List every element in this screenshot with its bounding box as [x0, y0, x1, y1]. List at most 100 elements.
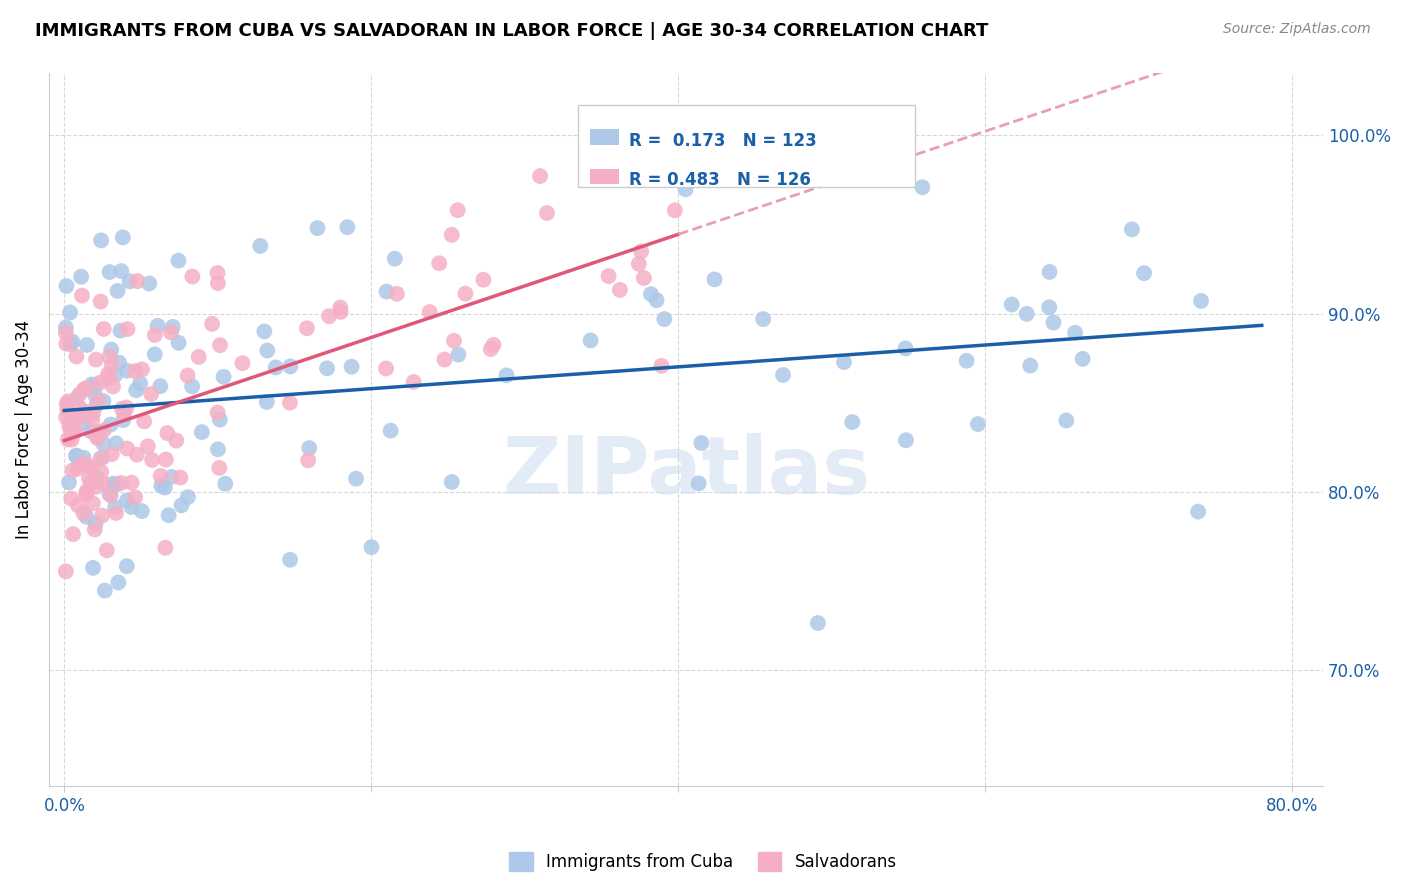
Point [143, 328, 166, 343]
Point [181, 269, 204, 284]
Point [100, 343, 122, 357]
Point [1187, 505, 1209, 519]
Point [633, 271, 655, 285]
Point [58, 419, 80, 434]
Point [336, 220, 359, 235]
Point [360, 540, 382, 554]
Point [60, 425, 83, 439]
Point [440, 227, 463, 242]
Point [214, 476, 236, 491]
Point [138, 277, 160, 291]
Point [110, 324, 132, 338]
Point [380, 424, 402, 438]
Point [433, 352, 456, 367]
Point [55, 410, 77, 425]
Point [58, 416, 80, 430]
Point [650, 359, 672, 373]
Point [98, 350, 121, 364]
Point [124, 364, 146, 378]
Point [101, 476, 124, 491]
Point [598, 268, 620, 283]
Point [482, 338, 505, 352]
Point [911, 180, 934, 194]
Point [495, 368, 517, 383]
Point [82, 496, 104, 510]
Point [104, 368, 127, 382]
Point [297, 453, 319, 467]
Point [134, 414, 156, 428]
Point [149, 469, 172, 483]
Point [207, 266, 229, 280]
Point [76, 484, 98, 499]
Point [87, 431, 110, 445]
Point [329, 305, 352, 319]
Point [70, 288, 93, 302]
Point [752, 312, 775, 326]
Point [82, 413, 104, 427]
Point [127, 274, 149, 288]
Point [76, 485, 98, 500]
Point [1133, 266, 1156, 280]
Point [84, 389, 107, 403]
Point [264, 360, 287, 375]
Point [90, 294, 112, 309]
Point [447, 347, 470, 361]
Point [93, 322, 115, 336]
Point [177, 490, 200, 504]
Point [167, 335, 190, 350]
Point [191, 425, 214, 439]
Point [75, 487, 97, 501]
Point [55, 279, 77, 293]
Point [62, 527, 84, 541]
Point [65, 350, 87, 364]
Point [110, 475, 132, 490]
Point [105, 436, 128, 450]
Point [278, 552, 301, 566]
Point [129, 376, 152, 391]
Point [105, 506, 128, 520]
Point [141, 387, 163, 401]
Point [688, 476, 710, 491]
Point [143, 347, 166, 361]
Point [298, 441, 321, 455]
Point [77, 471, 100, 485]
Point [529, 169, 551, 183]
Point [60, 491, 83, 506]
Point [72, 507, 94, 521]
Point [76, 405, 98, 419]
Point [97, 371, 120, 385]
Point [62, 334, 84, 349]
Point [80, 424, 103, 438]
Point [96, 543, 118, 558]
Point [1042, 316, 1064, 330]
Point [73, 450, 96, 465]
Point [84, 352, 107, 367]
Point [100, 488, 122, 502]
Point [84, 516, 107, 531]
Point [1038, 301, 1060, 315]
Point [207, 442, 229, 457]
Point [115, 493, 138, 508]
Point [630, 244, 652, 259]
Point [111, 230, 134, 244]
Point [82, 406, 104, 420]
Point [76, 338, 98, 352]
Point [201, 317, 224, 331]
Point [772, 368, 794, 382]
Point [58, 475, 80, 490]
Point [55, 336, 77, 351]
Point [110, 264, 132, 278]
Point [67, 410, 90, 425]
Point [65, 449, 87, 463]
Point [90, 234, 112, 248]
Point [69, 401, 91, 415]
Point [56, 397, 79, 411]
Point [703, 272, 725, 286]
Point [208, 338, 231, 352]
Bar [591, 129, 619, 145]
Point [125, 384, 148, 398]
Point [80, 460, 103, 475]
Point [131, 504, 153, 518]
Point [664, 203, 686, 218]
Point [75, 381, 97, 395]
